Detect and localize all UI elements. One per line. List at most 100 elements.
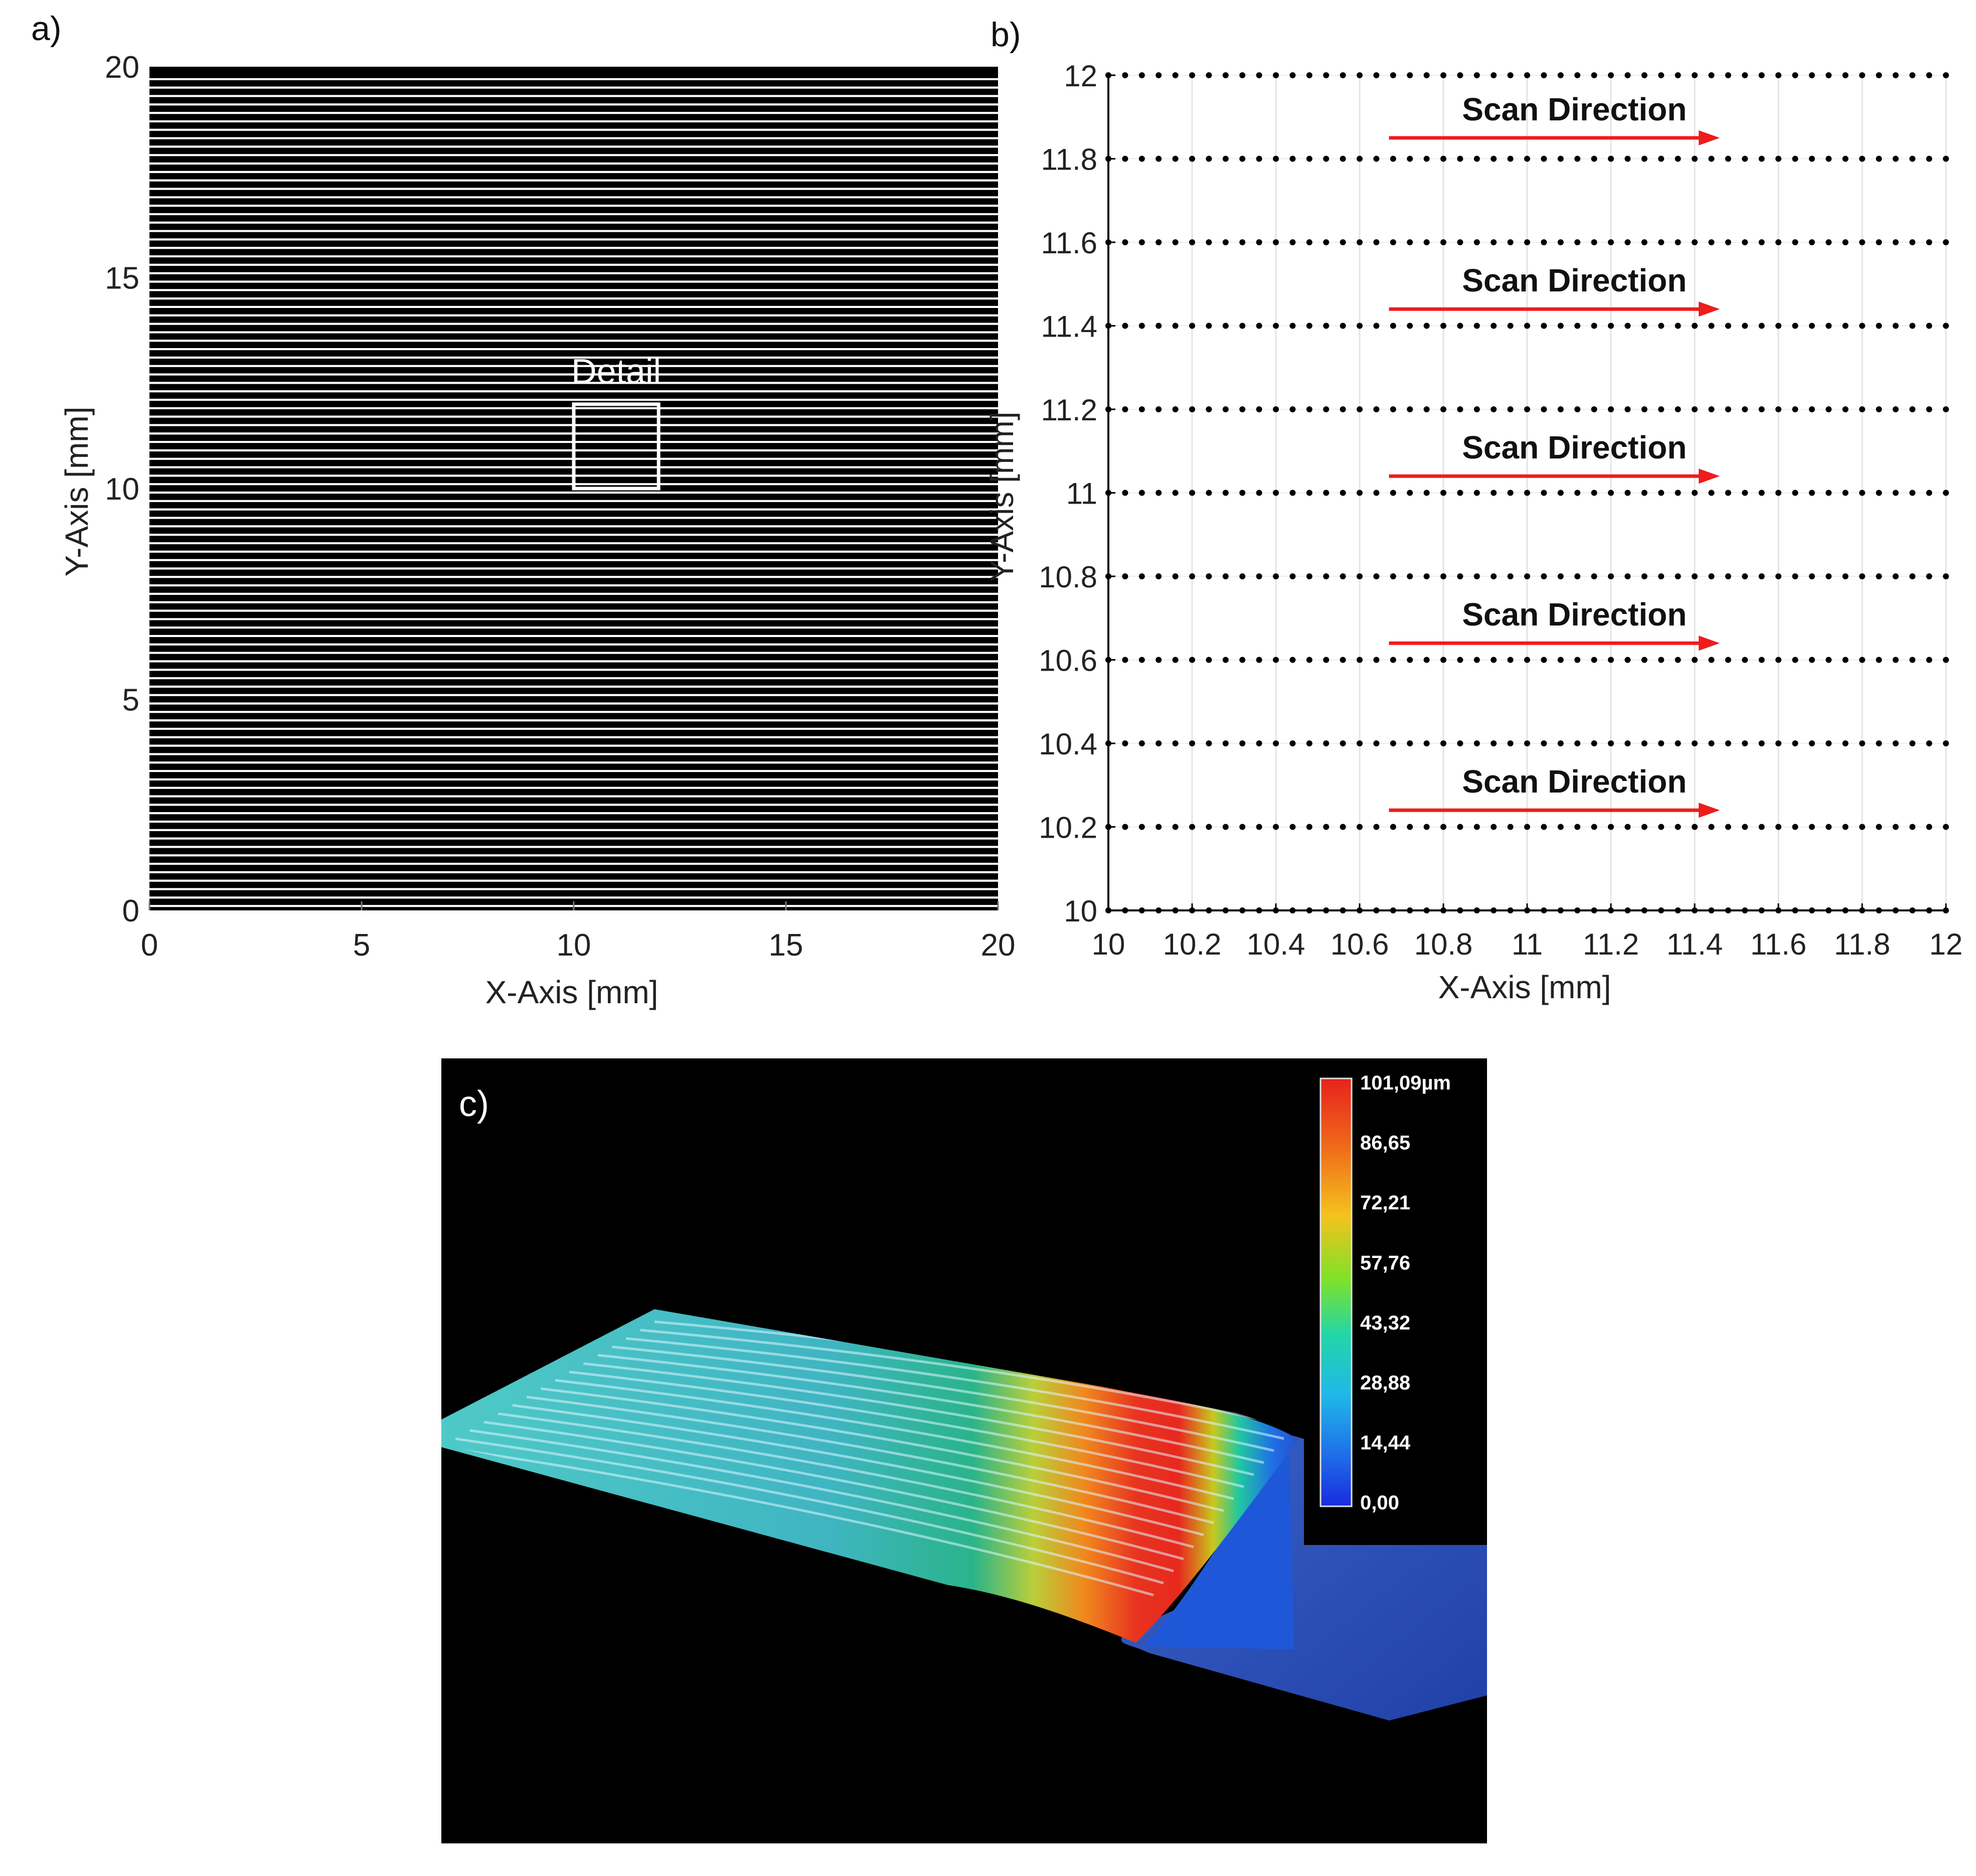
scan-point <box>1641 155 1648 162</box>
scan-point <box>1675 155 1681 162</box>
scan-point <box>1859 406 1865 412</box>
scan-point <box>1708 72 1715 78</box>
scan-point <box>1675 490 1681 496</box>
scan-point <box>1859 490 1865 496</box>
scan-point <box>1239 824 1246 830</box>
scan-point <box>1373 907 1380 913</box>
y-tick-label: 0 <box>122 894 139 928</box>
scan-point <box>1608 824 1614 830</box>
scan-point <box>1273 573 1279 579</box>
scan-point <box>1390 155 1396 162</box>
scan-point <box>1574 657 1581 663</box>
y-tick-label: 10.4 <box>1039 727 1097 761</box>
scan-point <box>1256 490 1262 496</box>
scan-point <box>1909 824 1916 830</box>
scan-point <box>1289 72 1296 78</box>
scan-point <box>1357 740 1363 746</box>
scan-point <box>1775 657 1781 663</box>
scan-point <box>1842 657 1849 663</box>
scan-point <box>1357 824 1363 830</box>
scan-point <box>1557 907 1564 913</box>
scan-point <box>1725 907 1731 913</box>
scan-point <box>1892 155 1899 162</box>
scan-point <box>1792 72 1798 78</box>
scan-point <box>1892 239 1899 245</box>
scan-point <box>1775 490 1781 496</box>
scan-point <box>1842 573 1849 579</box>
scan-point <box>1138 657 1145 663</box>
scan-point <box>1826 155 1832 162</box>
scan-point <box>1859 824 1865 830</box>
scan-point <box>1256 72 1262 78</box>
panel-b-scan-points <box>1105 72 1949 913</box>
scan-point <box>1507 155 1514 162</box>
scan-point <box>1842 740 1849 746</box>
scan-point <box>1574 239 1581 245</box>
scan-point <box>1357 657 1363 663</box>
scan-point <box>1340 907 1346 913</box>
scan-point <box>1373 490 1380 496</box>
scan-point <box>1340 239 1346 245</box>
scan-point <box>1222 740 1229 746</box>
scan-point <box>1423 824 1430 830</box>
scan-point <box>1340 657 1346 663</box>
scan-point <box>1574 824 1581 830</box>
scan-point <box>1742 239 1748 245</box>
scan-track-line <box>498 1412 1194 1548</box>
scan-point <box>1357 239 1363 245</box>
scan-point <box>1323 323 1330 329</box>
scan-point <box>1423 740 1430 746</box>
scan-point <box>1557 239 1564 245</box>
scan-point <box>1591 490 1597 496</box>
x-tick-label: 10.8 <box>1414 927 1473 961</box>
scan-point <box>1289 155 1296 162</box>
scan-point <box>1926 490 1932 496</box>
scan-point <box>1440 406 1446 412</box>
scan-point <box>1390 490 1396 496</box>
scan-point <box>1222 824 1229 830</box>
x-tick-label: 11.4 <box>1667 927 1723 961</box>
scan-point <box>1206 573 1212 579</box>
scan-point <box>1909 72 1916 78</box>
scan-point <box>1608 72 1614 78</box>
scan-point <box>1323 907 1330 913</box>
scan-point <box>1206 239 1212 245</box>
scan-point <box>1473 406 1480 412</box>
scan-point <box>1641 323 1648 329</box>
scan-point <box>1189 72 1195 78</box>
scan-point <box>1507 239 1514 245</box>
panel-label-a: a) <box>31 10 61 48</box>
scan-point <box>1692 323 1698 329</box>
scan-point <box>1256 573 1262 579</box>
scan-point <box>1775 573 1781 579</box>
scan-point <box>1239 657 1246 663</box>
scan-point <box>1423 573 1430 579</box>
scan-point <box>1708 155 1715 162</box>
panel-b-chart: 10 10.2 10.4 10.6 10.8 11 11.2 11.4 11.6 11.8 12 1… <box>984 59 1962 1005</box>
scan-point <box>1138 323 1145 329</box>
scan-point <box>1340 155 1346 162</box>
scan-point <box>1206 155 1212 162</box>
scan-point <box>1926 406 1932 412</box>
scan-point <box>1273 239 1279 245</box>
scan-point <box>1775 239 1781 245</box>
scan-point <box>1708 239 1715 245</box>
scan-point <box>1658 155 1665 162</box>
scan-point <box>1122 657 1128 663</box>
scan-point <box>1239 573 1246 579</box>
scan-point <box>1641 406 1648 412</box>
x-tick-label: 10.6 <box>1331 927 1389 961</box>
scan-point <box>1189 657 1195 663</box>
scan-point <box>1641 239 1648 245</box>
scan-point <box>1189 323 1195 329</box>
scan-point <box>1557 72 1564 78</box>
scan-point <box>1440 239 1446 245</box>
panel-b-x-ticks: 10 10.2 10.4 10.6 10.8 11 11.2 11.4 11.6 11.8 12 <box>1092 903 1962 961</box>
scan-point <box>1557 323 1564 329</box>
panel-b-y-label: Y-Axis [mm] <box>984 412 1020 582</box>
scan-point <box>1423 657 1430 663</box>
scan-point <box>1189 824 1195 830</box>
scan-track-line <box>555 1379 1234 1500</box>
scan-point <box>1222 573 1229 579</box>
scan-point <box>1256 323 1262 329</box>
